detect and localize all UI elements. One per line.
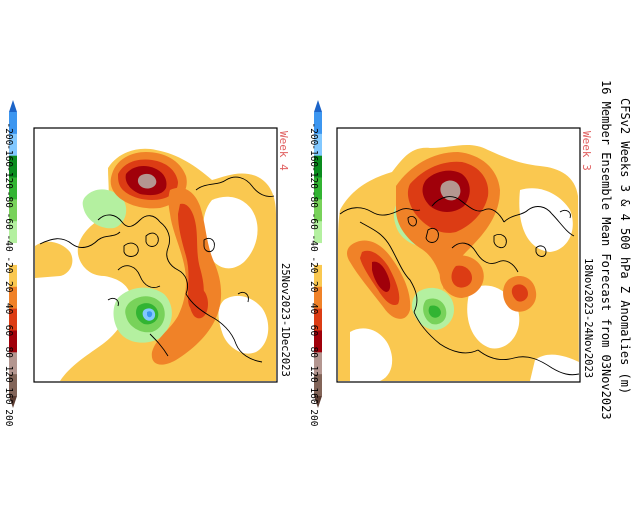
colorbar-segment: [314, 133, 322, 156]
colorbar-tick-label: -200: [308, 122, 319, 145]
week-label-3: Week 3: [580, 131, 593, 171]
anomaly-field-week-4: [35, 148, 276, 381]
coastlines-week-3: [339, 196, 579, 376]
title-line-2: 16 Member Ensemble Mean Forecast from 03…: [599, 80, 613, 420]
colorbar-tick-label: -160: [3, 144, 14, 167]
colorbar-tick-label: 60: [3, 325, 14, 337]
colorbar-segment: [314, 112, 322, 135]
colorbar-segment: [9, 133, 17, 156]
colorbar-segment: [314, 243, 322, 266]
colorbar-tick-label: -80: [3, 191, 14, 208]
panel-week-3: Week 3 18Nov2023-24Nov2023: [336, 127, 594, 383]
colorbar-segment: [9, 352, 17, 375]
colorbar-tick-label: -80: [308, 191, 319, 208]
colorbar-week-4: -200-160-120 -80 -60 -40 -20 20 40 60 80 120 160 20…: [3, 100, 17, 427]
colorbar-segment: [314, 264, 322, 288]
colorbar-tick-label: -60: [308, 213, 319, 230]
colorbar-segment: [9, 374, 17, 397]
colorbar-tick-label: -160: [308, 144, 319, 167]
colorbar-tick-label: 200: [308, 409, 319, 426]
colorbar-segment: [314, 374, 322, 397]
figure-title: CFSv2 Weeks 3 & 4 500 hPa Z Anomalies (m…: [599, 80, 632, 420]
coastlines-week-4: [39, 176, 275, 363]
colorbar-tick-label: -120: [308, 166, 319, 189]
colorbar-tick-label: -20: [3, 256, 14, 273]
colorbar-segment: [9, 199, 17, 222]
colorbar-tick-label: 60: [308, 325, 319, 337]
colorbar-arrow-low: [314, 100, 322, 112]
date-range-week-4: 25Nov2023-1Dec2023: [279, 263, 291, 377]
colorbar-segment: [9, 308, 17, 331]
colorbar-tick-label: 160: [308, 387, 319, 404]
colorbar-segment: [314, 286, 322, 309]
colorbar-tick-label: -40: [308, 234, 319, 251]
colorbar-segment: [314, 330, 322, 353]
colorbar-tick-label: 20: [3, 281, 14, 293]
colorbar-segment: [314, 308, 322, 331]
colorbar-tick-label: 40: [3, 303, 14, 315]
week-label-4: Week 4: [277, 131, 290, 171]
panel-week-4: Week 4 25Nov2023-1Dec2023: [33, 127, 291, 383]
colorbar-tick-label: 160: [3, 387, 14, 404]
colorbar-segment: [9, 243, 17, 266]
anomaly-field-week-3: [338, 144, 579, 381]
colorbar-tick-label: 80: [308, 347, 319, 359]
colorbar-tick-label: 80: [3, 347, 14, 359]
colorbar-tick-label: 120: [308, 366, 319, 383]
colorbar-tick-label: -40: [3, 234, 14, 251]
colorbar-segment: [9, 221, 17, 244]
colorbar-tick-label: 200: [3, 409, 14, 426]
colorbar-tick-label: -120: [3, 166, 14, 189]
colorbar-arrow-high: [314, 396, 322, 408]
colorbar-segment: [314, 199, 322, 222]
colorbar-tick-label: 40: [308, 303, 319, 315]
date-range-week-3: 18Nov2023-24Nov2023: [582, 258, 594, 378]
colorbar-week-3: -200-160-120 -80 -60 -40 -20 20 40 60 80 120 160 20…: [308, 100, 322, 427]
colorbar-segment: [9, 112, 17, 135]
colorbar-segment: [9, 177, 17, 200]
colorbar-segment: [314, 155, 322, 178]
colorbar-segment: [9, 330, 17, 353]
colorbar-segment: [314, 177, 322, 200]
colorbar-tick-label: 20: [308, 281, 319, 293]
colorbar-arrow-low: [9, 100, 17, 112]
colorbar-segment: [9, 286, 17, 309]
colorbar-arrow-high: [9, 396, 17, 408]
colorbar-tick-label: -20: [308, 256, 319, 273]
colorbar-segment: [314, 221, 322, 244]
colorbar-tick-label: -200: [3, 122, 14, 145]
colorbar-segment: [9, 155, 17, 178]
colorbar-tick-label: 120: [3, 366, 14, 383]
title-line-1: CFSv2 Weeks 3 & 4 500 hPa Z Anomalies (m…: [618, 98, 632, 394]
colorbar-segment: [314, 352, 322, 375]
colorbar-segment: [9, 264, 17, 288]
colorbar-tick-label: -60: [3, 213, 14, 230]
